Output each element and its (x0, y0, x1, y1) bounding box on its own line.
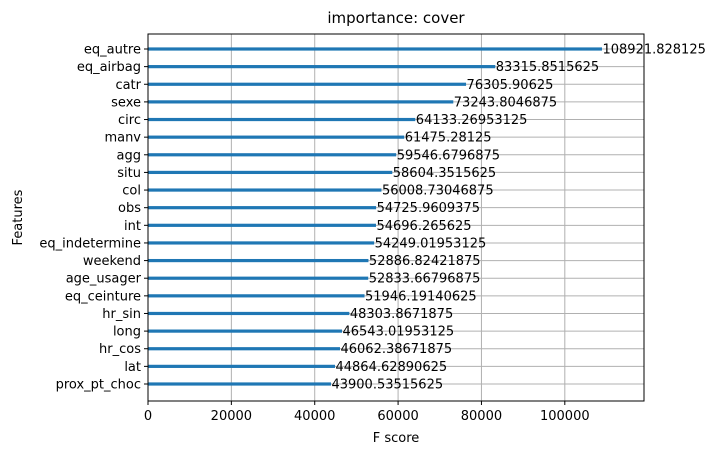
bar-value-label: 46062.38671875 (340, 342, 452, 357)
bar (148, 241, 375, 245)
bar (148, 153, 397, 157)
bar (148, 65, 496, 69)
y-tick-label: lat (124, 360, 141, 375)
bar-value-label: 44864.62890625 (335, 360, 447, 375)
x-axis-label: F score (373, 431, 420, 446)
y-tick-label: eq_indetermine (39, 236, 141, 251)
x-tick-label: 0 (144, 409, 152, 424)
x-tick-label: 20000 (211, 409, 252, 424)
bar-value-label: 58604.3515625 (393, 166, 496, 181)
bar-value-label: 54725.9609375 (377, 201, 480, 216)
y-tick-label: col (122, 184, 141, 199)
bar (148, 258, 369, 263)
bar (148, 206, 377, 210)
y-tick-label: catr (115, 78, 141, 93)
bar (148, 276, 369, 280)
bar-layer (148, 47, 602, 386)
bar (148, 223, 376, 227)
bar-value-label: 83315.8515625 (496, 60, 599, 75)
chart-title: importance: cover (327, 9, 465, 27)
bar-value-label: 51946.19140625 (365, 289, 477, 304)
bar (148, 82, 467, 86)
y-tick-label: age_usager (66, 272, 142, 287)
y-tick-label: manv (104, 131, 141, 146)
bar (148, 364, 335, 368)
bar-value-label: 52833.66796875 (369, 272, 481, 287)
bar-value-label: 59546.6796875 (397, 148, 500, 163)
bar (148, 329, 342, 333)
y-tick-label: eq_autre (84, 43, 141, 58)
bar-value-label: 61475.28125 (405, 131, 492, 146)
bar (148, 382, 331, 386)
bar-value-label: 46543.01953125 (342, 325, 454, 340)
bar (148, 47, 602, 51)
x-tick-label: 100000 (540, 409, 590, 424)
x-tick-label: 80000 (461, 409, 502, 424)
y-tick-label: situ (117, 166, 141, 181)
bar-value-label: 52886.82421875 (369, 254, 481, 269)
axis-layer: 0 20000 40000 60000 80000 100000 eq_autre eq_ai… (39, 43, 589, 425)
bar-value-label: 54696.265625 (376, 219, 471, 234)
bar (148, 188, 382, 192)
y-tick-label: hr_sin (102, 307, 141, 322)
bar (148, 311, 350, 316)
bar-value-label: 76305.90625 (467, 78, 554, 93)
bar-value-label: 108921.828125 (602, 43, 705, 58)
bar-value-label: 64133.26953125 (416, 113, 528, 128)
y-tick-label: int (124, 219, 141, 234)
plot-frame (147, 33, 645, 402)
bar-value-label: 43900.53515625 (331, 378, 443, 393)
y-tick-label: agg (117, 148, 141, 163)
y-tick-label: prox_pt_choc (56, 378, 141, 393)
bar-value-label: 56008.73046875 (382, 184, 494, 199)
bar (148, 135, 405, 139)
y-tick-label: long (113, 325, 141, 340)
bar (148, 170, 393, 175)
bar-value-label: 73243.8046875 (454, 95, 557, 110)
y-tick-label: eq_ceinture (65, 289, 141, 304)
y-tick-label: sexe (111, 95, 141, 110)
bar-value-label: 54249.01953125 (375, 236, 487, 251)
bar (148, 100, 454, 104)
y-tick-label: eq_airbag (77, 60, 141, 75)
y-tick-label: obs (118, 201, 141, 216)
y-tick-label: hr_cos (99, 342, 141, 357)
x-tick-label: 40000 (294, 409, 335, 424)
bar (148, 347, 340, 351)
bar (148, 117, 416, 122)
y-tick-label: weekend (83, 254, 141, 269)
y-tick-label: circ (118, 113, 141, 128)
bar-value-label: 48303.8671875 (350, 307, 453, 322)
y-axis-label: Features (11, 189, 26, 245)
bar (148, 294, 365, 298)
x-tick-label: 60000 (377, 409, 418, 424)
